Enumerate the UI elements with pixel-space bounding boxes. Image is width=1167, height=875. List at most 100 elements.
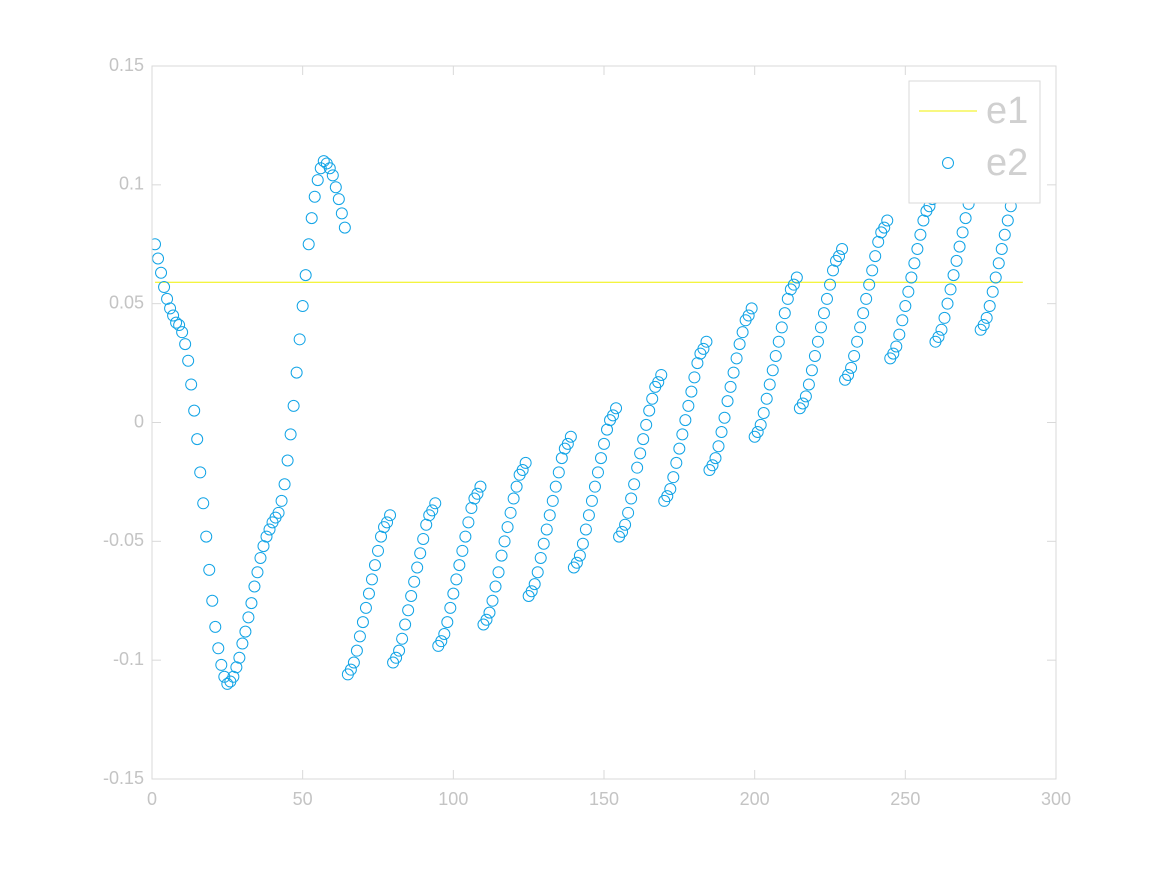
- point: [582, 509, 595, 522]
- y-tick-label: -0.1: [113, 649, 144, 669]
- point: [980, 311, 993, 324]
- point: [537, 537, 550, 550]
- point: [745, 302, 758, 315]
- point: [610, 402, 623, 415]
- point: [414, 547, 427, 560]
- x-tick-label: 300: [1041, 789, 1071, 809]
- point: [766, 364, 779, 377]
- point: [697, 342, 710, 355]
- point: [534, 551, 547, 564]
- point: [851, 335, 864, 348]
- point: [944, 283, 957, 296]
- point: [802, 378, 815, 391]
- point: [260, 530, 273, 543]
- point: [314, 162, 327, 175]
- point: [700, 335, 713, 348]
- point: [640, 418, 653, 431]
- legend-label: e1: [986, 90, 1028, 132]
- point: [372, 544, 384, 557]
- plot-area: [152, 155, 1023, 690]
- point: [405, 589, 418, 602]
- x-tick-label: 50: [293, 789, 313, 809]
- point: [730, 352, 743, 365]
- point: [402, 604, 415, 617]
- point: [215, 658, 228, 671]
- y-tick-label: -0.15: [103, 768, 144, 788]
- point: [393, 644, 406, 657]
- point: [323, 162, 336, 175]
- point: [164, 302, 177, 315]
- point: [959, 212, 972, 225]
- point: [814, 321, 827, 334]
- point: [947, 269, 960, 282]
- point: [941, 297, 954, 310]
- point: [326, 169, 339, 182]
- point: [474, 480, 487, 493]
- point: [995, 243, 1008, 256]
- point: [453, 559, 466, 572]
- point: [417, 532, 430, 545]
- point: [673, 442, 686, 455]
- point: [811, 335, 824, 348]
- point: [296, 300, 309, 313]
- point: [706, 459, 719, 472]
- point: [242, 611, 255, 624]
- point: [757, 406, 770, 419]
- point: [736, 326, 749, 339]
- y-tick-label: -0.05: [103, 530, 144, 550]
- point: [866, 264, 879, 277]
- point: [655, 368, 668, 381]
- point: [709, 452, 722, 465]
- x-tick-label: 200: [740, 789, 770, 809]
- point: [790, 271, 803, 284]
- point: [245, 597, 258, 610]
- point: [233, 651, 246, 664]
- point: [212, 642, 225, 655]
- point: [733, 338, 746, 351]
- point: [206, 594, 219, 607]
- point: [167, 309, 180, 322]
- point: [203, 563, 216, 576]
- point: [938, 311, 951, 324]
- point: [760, 392, 773, 405]
- point: [510, 480, 523, 493]
- point: [775, 321, 788, 334]
- point: [441, 616, 454, 629]
- point: [329, 181, 342, 194]
- point: [338, 221, 351, 234]
- point: [504, 506, 517, 519]
- point: [480, 613, 493, 626]
- point: [908, 257, 921, 270]
- point: [998, 228, 1011, 241]
- point: [531, 566, 544, 579]
- point: [552, 466, 565, 479]
- point: [625, 492, 638, 505]
- point: [311, 174, 324, 187]
- point: [808, 349, 821, 362]
- point: [287, 399, 300, 412]
- point: [200, 530, 213, 543]
- point: [986, 285, 999, 298]
- point: [356, 616, 369, 629]
- y-tick-label: 0: [134, 411, 144, 431]
- point: [486, 594, 499, 607]
- point: [628, 478, 641, 491]
- point: [459, 530, 472, 543]
- point: [591, 466, 604, 479]
- point: [254, 551, 267, 564]
- y-tick-label: 0.15: [109, 55, 144, 75]
- point: [365, 573, 378, 586]
- point: [456, 544, 469, 557]
- point: [688, 371, 701, 384]
- point: [197, 497, 210, 510]
- point: [878, 221, 891, 234]
- point: [718, 411, 731, 424]
- point: [185, 378, 198, 391]
- point: [817, 307, 830, 320]
- point: [447, 587, 460, 600]
- point: [435, 635, 448, 648]
- point: [462, 516, 475, 529]
- point: [344, 663, 357, 676]
- point: [857, 307, 870, 320]
- point: [679, 414, 692, 427]
